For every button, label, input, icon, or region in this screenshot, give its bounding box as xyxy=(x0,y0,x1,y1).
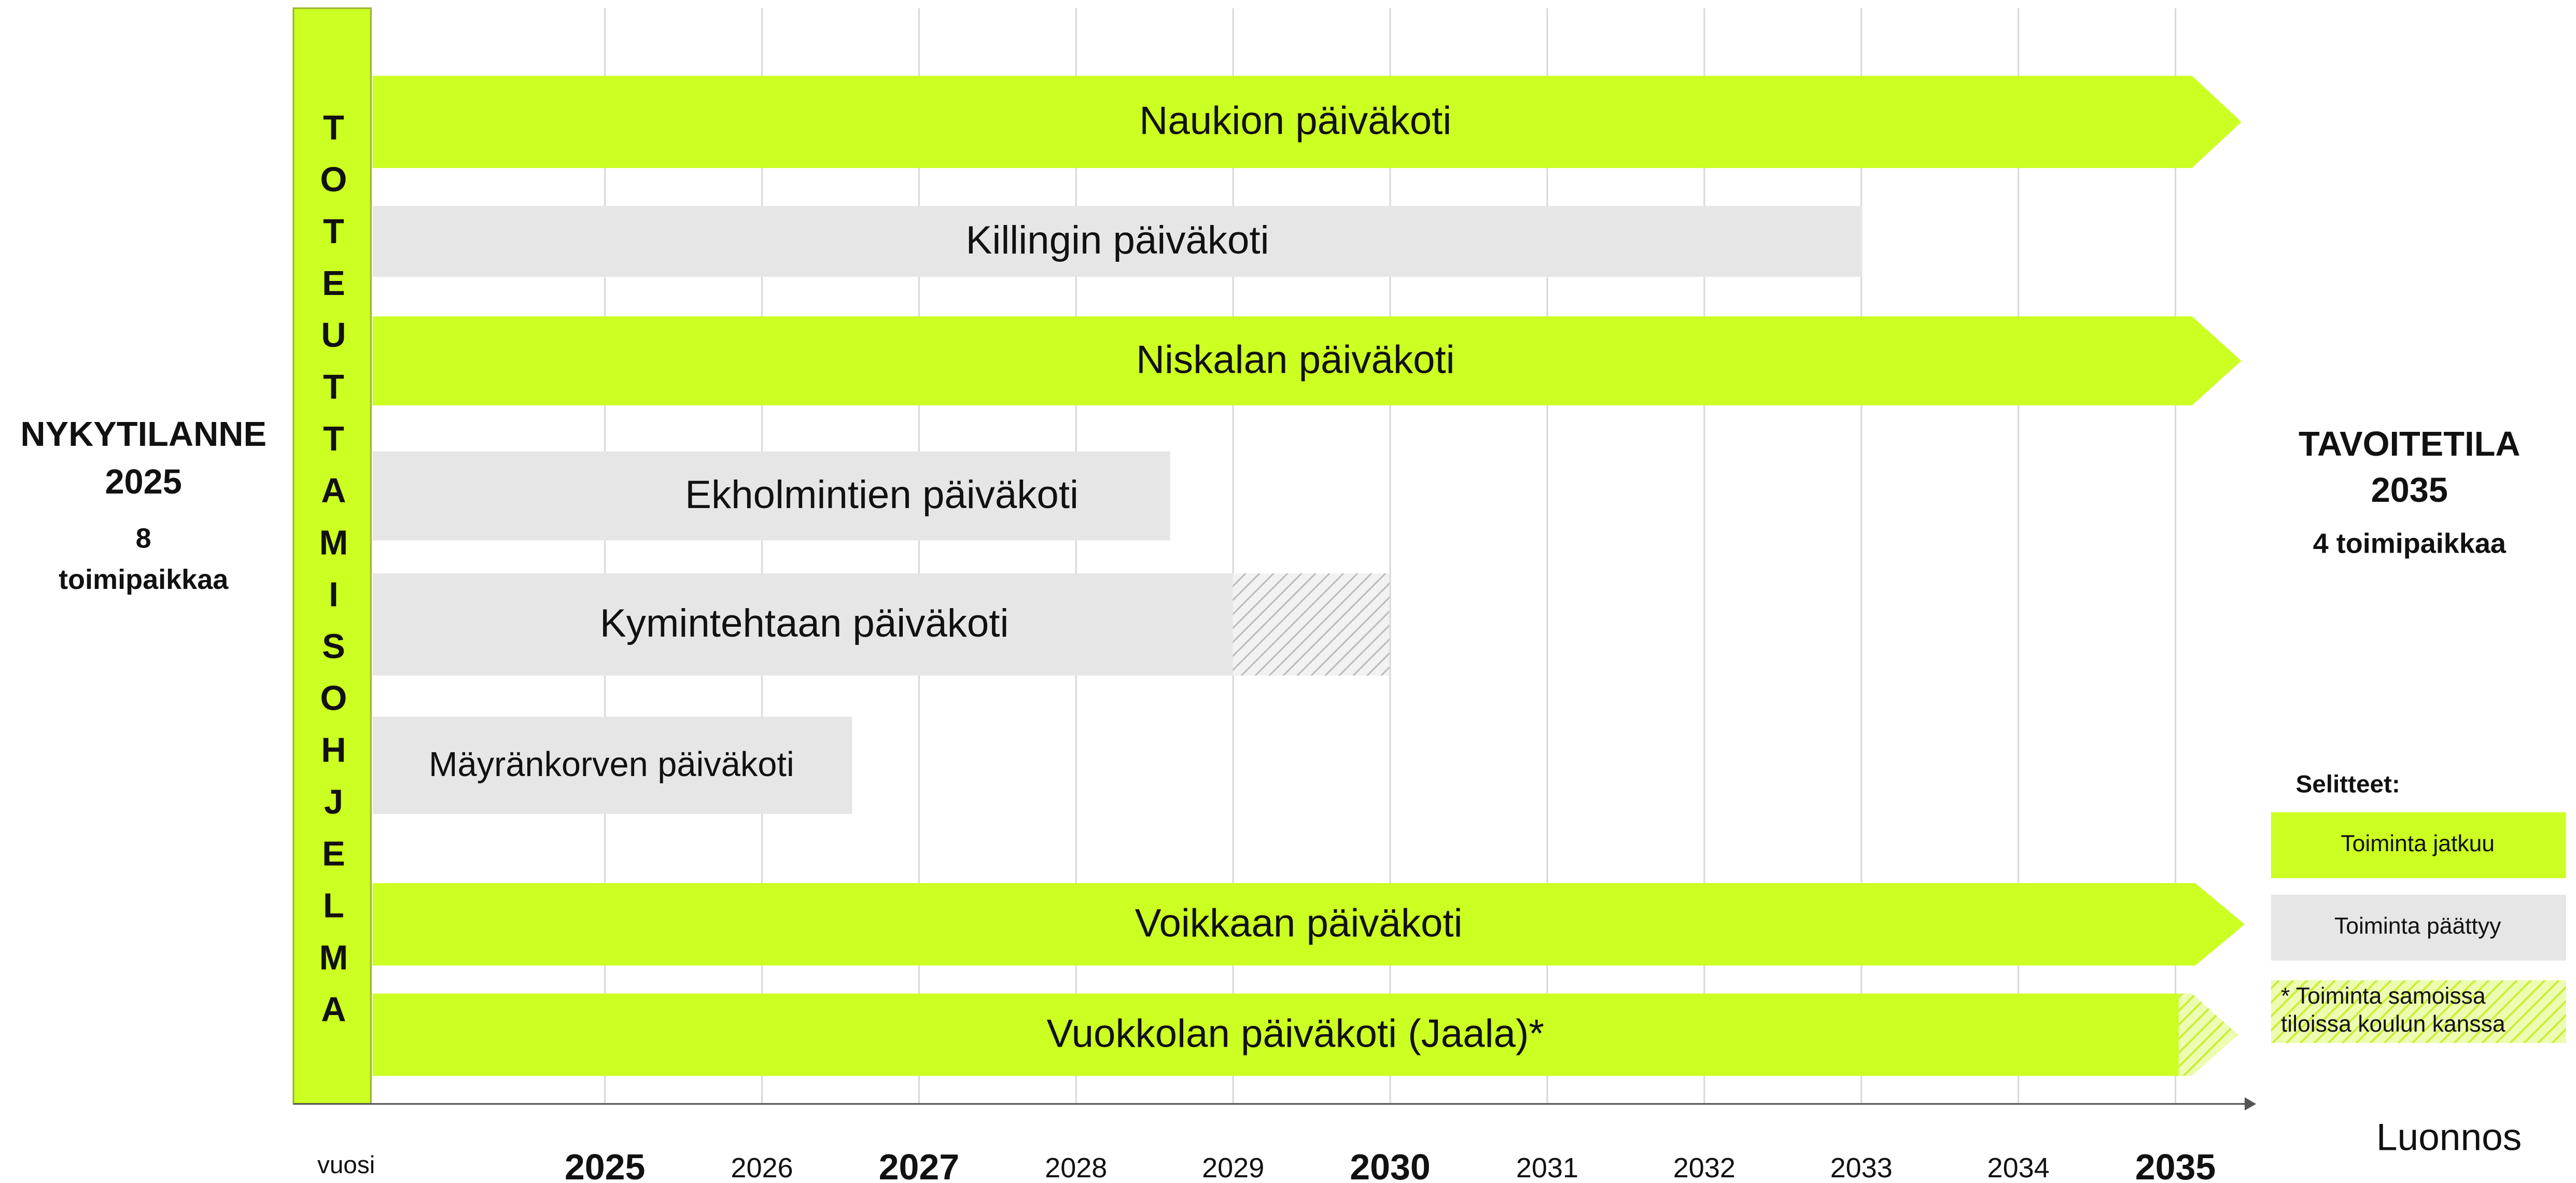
year-label: 2029 xyxy=(1202,1152,1264,1183)
bar xyxy=(372,573,1233,676)
row-label: Vuokkolan päiväkoti (Jaala)* xyxy=(1047,1011,1545,1055)
bar xyxy=(372,206,1863,277)
bar xyxy=(372,451,1170,541)
bar xyxy=(372,993,2179,1076)
row-label: Ekholmintien päiväkoti xyxy=(685,473,1079,517)
program-label: TOTEUTTAMISOHJELMA xyxy=(314,109,353,1043)
row-label: Killingin päiväkoti xyxy=(966,218,1269,262)
row-label: Niskalan päiväkoti xyxy=(1136,337,1455,382)
axis-arrow xyxy=(2244,1097,2257,1111)
bar xyxy=(372,716,852,814)
watermark: Luonnos xyxy=(2376,1117,2522,1159)
year-label: 2026 xyxy=(731,1152,793,1183)
current-title: NYKYTILANNE xyxy=(20,415,267,454)
legend-title: Selitteet: xyxy=(2296,771,2400,798)
bar xyxy=(372,883,2245,966)
current-unit: toimipaikkaa xyxy=(59,564,229,595)
legend-label: * Toiminta samoissa xyxy=(2281,983,2486,1009)
row-label: Mäyränkorven päiväkoti xyxy=(429,745,794,784)
target-year: 2035 xyxy=(2371,471,2448,510)
row-label: Naukion päiväkoti xyxy=(1139,99,1451,143)
year-label: 2025 xyxy=(565,1147,646,1183)
legend-label: Toiminta jatkuu xyxy=(2341,831,2495,856)
target-note: 4 toimipaikkaa xyxy=(2313,528,2507,559)
bar xyxy=(372,316,2242,405)
year-label: 2031 xyxy=(1516,1152,1578,1183)
year-label: 2033 xyxy=(1830,1152,1893,1183)
row-label: Kymintehtaan päiväkoti xyxy=(600,601,1009,645)
year-label: 2032 xyxy=(1673,1152,1735,1183)
year-label: 2028 xyxy=(1045,1152,1107,1183)
bar xyxy=(372,76,2242,168)
legend-label: tiloissa koulun kanssa xyxy=(2281,1011,2505,1037)
current-year: 2025 xyxy=(105,463,181,501)
bar-hatch xyxy=(2178,993,2238,1076)
legend-swatch xyxy=(2271,894,2566,961)
year-label: 2030 xyxy=(1350,1147,1431,1183)
axis-label: vuosi xyxy=(317,1151,375,1179)
year-label: 2027 xyxy=(879,1147,960,1183)
year-label: 2034 xyxy=(1987,1152,2050,1183)
target-title: TAVOITETILA xyxy=(2299,425,2521,463)
legend-swatch xyxy=(2271,980,2566,1043)
program-band xyxy=(292,7,372,1105)
legend-label: Toiminta päättyy xyxy=(2334,913,2501,939)
year-label: 2035 xyxy=(2135,1147,2216,1183)
row-label: Voikkaan päiväkoti xyxy=(1135,901,1463,945)
bar-hatch xyxy=(1233,573,1390,676)
current-count: 8 xyxy=(136,523,151,554)
legend-swatch xyxy=(2271,812,2566,879)
